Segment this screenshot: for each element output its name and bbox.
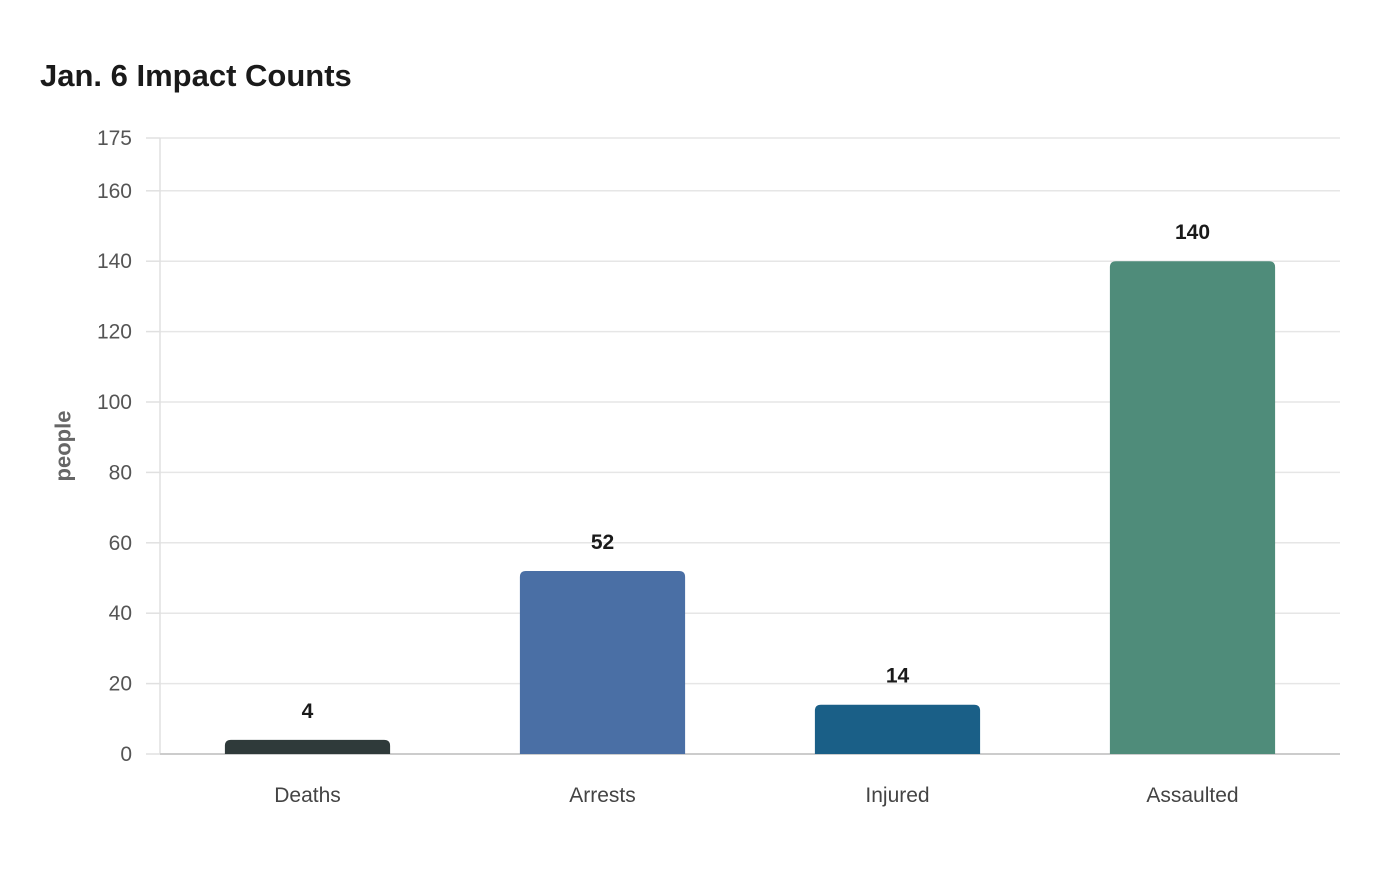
x-tick-label-arrests: Arrests	[569, 784, 636, 807]
y-tick-label: 60	[109, 532, 132, 555]
y-tick-label: 100	[97, 391, 132, 414]
y-axis-title: people	[51, 411, 76, 482]
y-tick-label: 40	[109, 602, 132, 625]
bar-assaulted	[1109, 261, 1276, 754]
y-tick-label: 20	[109, 673, 132, 696]
value-label-arrests: 52	[591, 531, 614, 554]
y-tick-label: 160	[97, 180, 132, 203]
bar-deaths	[224, 739, 391, 754]
y-tick-label: 140	[97, 250, 132, 273]
bar-arrests	[519, 570, 686, 754]
x-tick-label-injured: Injured	[865, 784, 929, 807]
value-label-injured: 14	[886, 665, 910, 688]
x-tick-label-deaths: Deaths	[274, 784, 341, 807]
value-label-assaulted: 140	[1175, 221, 1210, 244]
y-tick-label: 175	[97, 127, 132, 150]
value-label-deaths: 4	[302, 700, 314, 723]
y-tick-label: 80	[109, 461, 132, 484]
y-tick-label: 120	[97, 321, 132, 344]
chart-title: Jan. 6 Impact Counts	[40, 58, 352, 93]
y-tick-label: 0	[120, 743, 132, 766]
x-tick-label-assaulted: Assaulted	[1146, 784, 1238, 807]
bars	[224, 261, 1276, 754]
labels: 0 20 40 60 80 100 120 140 160 175 people 4 Deaths 52 A…	[51, 127, 1239, 807]
bar-injured	[814, 704, 981, 754]
